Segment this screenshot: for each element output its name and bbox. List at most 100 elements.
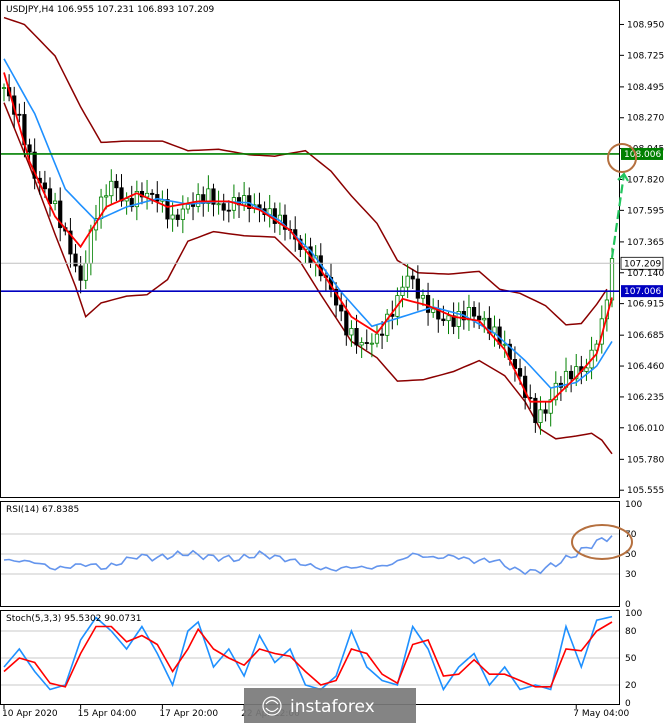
stoch-tick-label: 100 bbox=[625, 609, 642, 619]
price-tick-label: 107.595 bbox=[627, 206, 664, 216]
candle-body bbox=[344, 310, 349, 336]
candle-body bbox=[175, 214, 180, 220]
watermark-logo-icon bbox=[262, 696, 282, 716]
price-panel-frame bbox=[0, 0, 620, 498]
candle-body bbox=[584, 367, 589, 372]
candle-body bbox=[533, 397, 538, 423]
level-price-tag-label: 107.006 bbox=[624, 287, 661, 297]
band-lower-line bbox=[3, 102, 613, 455]
price-tick-label: 106.235 bbox=[627, 393, 664, 403]
candle-body bbox=[410, 275, 415, 280]
candle bbox=[482, 311, 487, 333]
candle-body bbox=[129, 198, 134, 208]
candle bbox=[374, 324, 380, 348]
candle bbox=[185, 197, 191, 214]
current-price-tag-label: 107.209 bbox=[624, 259, 661, 269]
candle-body bbox=[425, 295, 431, 313]
candle-body bbox=[78, 265, 83, 281]
candle bbox=[129, 185, 134, 212]
rsi-plot: 100 70 50 30 0 bbox=[1, 500, 642, 610]
candle bbox=[216, 190, 221, 215]
candle bbox=[124, 192, 129, 215]
candle-body bbox=[1, 87, 7, 89]
candle-body bbox=[27, 144, 32, 153]
candle-body bbox=[441, 318, 446, 322]
candle-body bbox=[431, 308, 436, 313]
candle-body bbox=[88, 229, 93, 264]
candle-body bbox=[170, 214, 175, 220]
candle bbox=[32, 138, 37, 190]
candle bbox=[425, 282, 431, 326]
candle-body bbox=[543, 409, 548, 414]
candle-body bbox=[114, 180, 119, 189]
time-tick-label: 10 Apr 2020 bbox=[2, 709, 58, 719]
stoch-tick-label: 20 bbox=[625, 681, 637, 691]
candle bbox=[109, 169, 114, 204]
candle-body bbox=[190, 203, 196, 207]
level-price-tag bbox=[621, 285, 663, 298]
rsi-tick-label: 70 bbox=[625, 530, 637, 540]
candle-body bbox=[471, 307, 477, 317]
candle bbox=[1, 83, 7, 102]
watermark-text: instaforex bbox=[290, 697, 375, 717]
level-price-tag-label: 108.006 bbox=[624, 150, 661, 160]
candle-body bbox=[349, 328, 354, 336]
candle bbox=[405, 264, 410, 299]
candle-body bbox=[165, 199, 170, 220]
candle bbox=[180, 195, 185, 234]
rsi-panel-title: RSI(14) 67.8385 bbox=[6, 505, 79, 515]
candle-body bbox=[548, 399, 553, 414]
rsi-tick-label: 0 bbox=[625, 600, 631, 610]
candle bbox=[206, 175, 211, 212]
candle-body bbox=[150, 192, 155, 195]
candle-body bbox=[221, 203, 226, 211]
stoch-panel-title: Stoch(5,3,3) 95.5302 90.0731 bbox=[6, 614, 141, 624]
price-tick-label: 107.140 bbox=[627, 269, 664, 279]
candle bbox=[134, 180, 139, 221]
watermark: instaforex bbox=[244, 688, 416, 723]
candle-body bbox=[17, 113, 22, 116]
candle bbox=[354, 314, 359, 354]
candle bbox=[17, 103, 22, 123]
candle bbox=[451, 302, 456, 335]
candle-body bbox=[68, 230, 73, 255]
candle-body bbox=[609, 258, 615, 301]
stoch-tick-label: 80 bbox=[625, 627, 637, 637]
candle-body bbox=[282, 214, 288, 230]
candle bbox=[52, 192, 58, 211]
candle bbox=[277, 202, 282, 236]
candle bbox=[267, 194, 272, 228]
price-tick-label: 108.725 bbox=[627, 51, 664, 61]
candle-body bbox=[456, 311, 461, 327]
candle bbox=[104, 184, 109, 210]
candle-body bbox=[83, 262, 88, 281]
candle bbox=[252, 193, 257, 214]
candle-body bbox=[206, 188, 211, 204]
candle bbox=[160, 190, 165, 213]
candle bbox=[584, 358, 589, 381]
candle bbox=[165, 188, 170, 229]
candle bbox=[68, 218, 73, 268]
candle-body bbox=[226, 209, 231, 212]
rsi-tick-label: 50 bbox=[625, 550, 637, 560]
candle bbox=[150, 189, 155, 205]
candle-body bbox=[185, 203, 191, 210]
candle bbox=[359, 337, 364, 359]
candle bbox=[58, 187, 63, 242]
price-tick-label: 105.780 bbox=[627, 455, 664, 465]
candle-body bbox=[364, 342, 369, 344]
candle bbox=[410, 268, 415, 289]
level-price-tag bbox=[621, 147, 663, 160]
price-plot: 108.006 107.006 107.209 bbox=[1, 16, 664, 455]
candle-body bbox=[216, 203, 221, 206]
candle bbox=[83, 250, 88, 289]
candle bbox=[456, 302, 461, 339]
stoch-plot: 100 80 50 20 0 bbox=[1, 609, 642, 709]
candle bbox=[211, 183, 216, 217]
candle bbox=[538, 396, 543, 435]
candle bbox=[420, 289, 426, 307]
candle bbox=[349, 320, 354, 347]
candle bbox=[170, 202, 175, 232]
up-arrow-head-icon bbox=[617, 172, 629, 182]
